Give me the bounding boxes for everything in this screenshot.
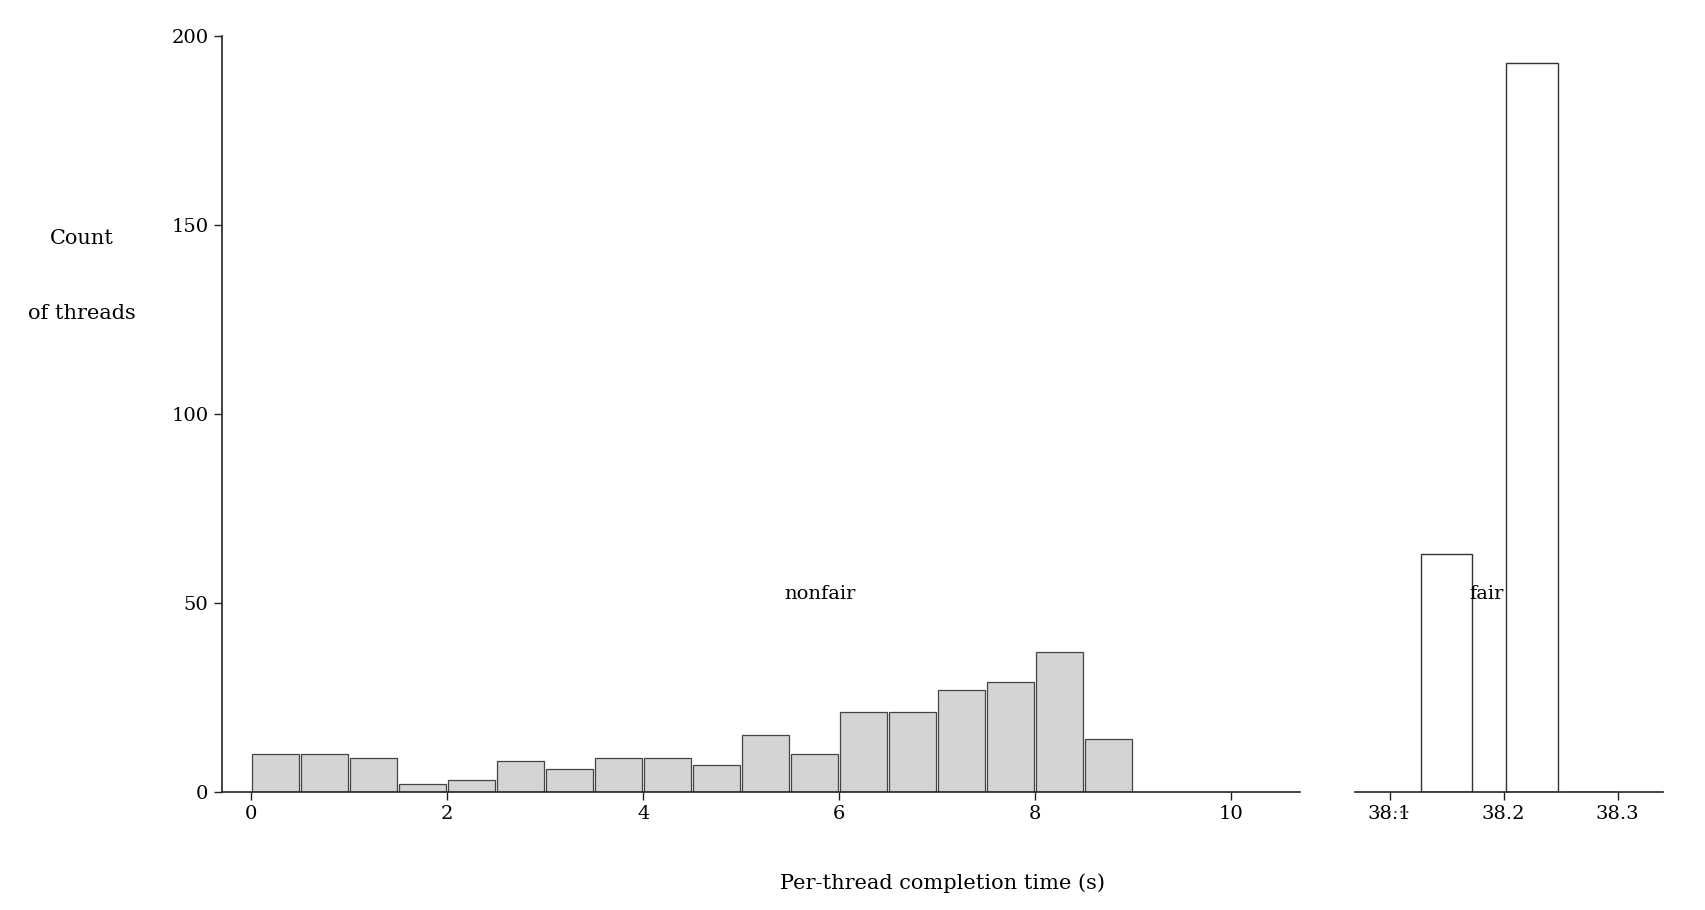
Bar [742, 735, 789, 792]
Bar [595, 758, 641, 792]
Text: Count: Count [49, 229, 114, 248]
Bar [791, 753, 837, 792]
Bar [546, 769, 593, 792]
Bar [1035, 652, 1083, 792]
Text: ......: ...... [1374, 799, 1410, 817]
Bar [350, 758, 397, 792]
Bar [448, 781, 494, 792]
Text: Per-thread completion time (s): Per-thread completion time (s) [779, 873, 1105, 893]
Bar [841, 713, 887, 792]
Text: of threads: of threads [27, 305, 135, 323]
Text: nonfair: nonfair [784, 585, 854, 602]
Bar [1420, 554, 1471, 792]
Bar [644, 758, 691, 792]
Text: fair: fair [1468, 585, 1502, 602]
Bar [496, 762, 544, 792]
Bar [1084, 739, 1132, 792]
Bar [987, 682, 1033, 792]
Bar [252, 753, 298, 792]
Bar [938, 690, 985, 792]
Bar [302, 753, 348, 792]
Bar [888, 713, 936, 792]
Bar [1506, 63, 1557, 792]
Bar [399, 784, 447, 792]
Bar [692, 765, 740, 792]
